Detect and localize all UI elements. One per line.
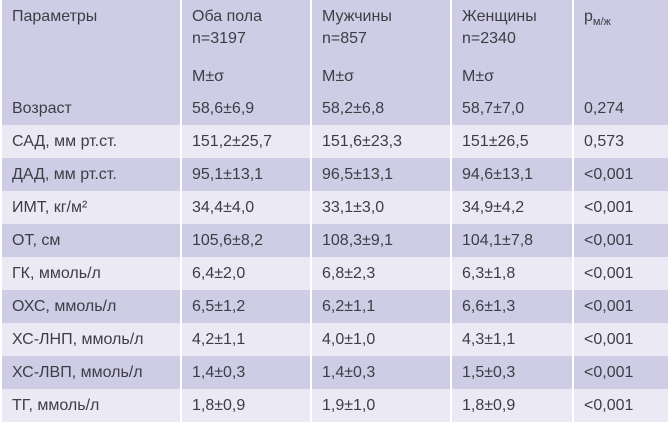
group-n: n=3197	[192, 30, 246, 47]
cell: 1,8±0,9	[450, 389, 574, 422]
data-row: ОТ, см 105,6±8,2 108,3±9,1 104,1±7,8 <0,001	[0, 224, 668, 257]
header-cell: Мужчины n=857	[310, 0, 452, 62]
cell: <0,001	[572, 257, 668, 290]
cell: 96,5±13,1	[310, 158, 452, 191]
row-label: САД, мм рт.ст.	[0, 125, 182, 158]
data-row: Возраст 58,6±6,9 58,2±6,8 58,7±7,0 0,274	[0, 92, 668, 125]
cell: 94,6±13,1	[450, 158, 574, 191]
data-table: Параметры Оба пола n=3197 Мужчины n=857 Женщи…	[0, 0, 668, 422]
cell: 151,2±25,7	[180, 125, 312, 158]
cell: 34,4±4,0	[180, 191, 312, 224]
p-subscript: м/ж	[592, 16, 611, 29]
cell: 104,1±7,8	[450, 224, 574, 257]
cell: <0,001	[572, 290, 668, 323]
data-row: ОХС, ммоль/л 6,5±1,2 6,2±1,1 6,6±1,3 <0,001	[0, 290, 668, 323]
data-row: САД, мм рт.ст. 151,2±25,7 151,6±23,3 151±26…	[0, 125, 668, 158]
data-row: ХС-ЛНП, ммоль/л 4,2±1,1 4,0±1,0 4,3±1,1 <0,0…	[0, 323, 668, 356]
data-row: ДАД, мм рт.ст. 95,1±13,1 96,5±13,1 94,6±13,…	[0, 158, 668, 191]
cell: <0,001	[572, 158, 668, 191]
cell: 4,3±1,1	[450, 323, 574, 356]
row-label: ХС-ЛНП, ммоль/л	[0, 323, 182, 356]
cell: 6,4±2,0	[180, 257, 312, 290]
group-n: n=2340	[462, 30, 516, 47]
data-row: ИМТ, кг/м² 34,4±4,0 33,1±3,0 34,9±4,2 <0,001	[0, 191, 668, 224]
cell: <0,001	[572, 224, 668, 257]
cell: 1,5±0,3	[450, 356, 574, 389]
cell: 58,7±7,0	[450, 92, 574, 125]
cell: <0,001	[572, 356, 668, 389]
cell: 151±26,5	[450, 125, 574, 158]
stat-label: M±σ	[180, 62, 312, 92]
row-label: ГК, ммоль/л	[0, 257, 182, 290]
row-label: ОТ, см	[0, 224, 182, 257]
cell: 105,6±8,2	[180, 224, 312, 257]
group-name: Женщины	[462, 8, 537, 25]
row-label: ДАД, мм рт.ст.	[0, 158, 182, 191]
cell: <0,001	[572, 323, 668, 356]
group-name: Мужчины	[322, 8, 392, 25]
group-name: Оба пола	[192, 8, 263, 25]
row-label: ИМТ, кг/м²	[0, 191, 182, 224]
cell: 6,5±1,2	[180, 290, 312, 323]
row-label: ТГ, ммоль/л	[0, 389, 182, 422]
header-cell: Параметры	[0, 0, 182, 92]
cell: 34,9±4,2	[450, 191, 574, 224]
row-label: ХС-ЛВП, ммоль/л	[0, 356, 182, 389]
cell: 1,9±1,0	[310, 389, 452, 422]
data-row: ХС-ЛВП, ммоль/л 1,4±0,3 1,4±0,3 1,5±0,3 <0,0…	[0, 356, 668, 389]
cell: 33,1±3,0	[310, 191, 452, 224]
cell: 1,4±0,3	[310, 356, 452, 389]
header-cell: pм/ж	[572, 0, 668, 92]
cell: 1,4±0,3	[180, 356, 312, 389]
data-row: ГК, ммоль/л 6,4±2,0 6,8±2,3 6,3±1,8 <0,001	[0, 257, 668, 290]
cell: 6,2±1,1	[310, 290, 452, 323]
cell: 0,274	[572, 92, 668, 125]
cell: 1,8±0,9	[180, 389, 312, 422]
cell: 0,573	[572, 125, 668, 158]
cell: 6,8±2,3	[310, 257, 452, 290]
cell: <0,001	[572, 389, 668, 422]
stat-label: M±σ	[310, 62, 452, 92]
p-label: p	[584, 8, 593, 25]
cell: 151,6±23,3	[310, 125, 452, 158]
stat-label: M±σ	[450, 62, 574, 92]
cell: 58,6±6,9	[180, 92, 312, 125]
cell: 108,3±9,1	[310, 224, 452, 257]
cell: <0,001	[572, 191, 668, 224]
row-label: Возраст	[0, 92, 182, 125]
header-cell: Оба пола n=3197	[180, 0, 312, 62]
cell: 58,2±6,8	[310, 92, 452, 125]
stat-row: M±σ M±σ M±σ	[1, 62, 668, 92]
header-cell: Женщины n=2340	[450, 0, 574, 62]
row-label: ОХС, ммоль/л	[0, 290, 182, 323]
cell: 6,3±1,8	[450, 257, 574, 290]
cell: 6,6±1,3	[450, 290, 574, 323]
group-n: n=857	[322, 30, 367, 47]
header-row: Параметры Оба пола n=3197 Мужчины n=857 Женщи…	[0, 0, 668, 92]
cell: 4,2±1,1	[180, 323, 312, 356]
data-row: ТГ, ммоль/л 1,8±0,9 1,9±1,0 1,8±0,9 <0,001	[0, 389, 668, 422]
cell: 4,0±1,0	[310, 323, 452, 356]
cell: 95,1±13,1	[180, 158, 312, 191]
